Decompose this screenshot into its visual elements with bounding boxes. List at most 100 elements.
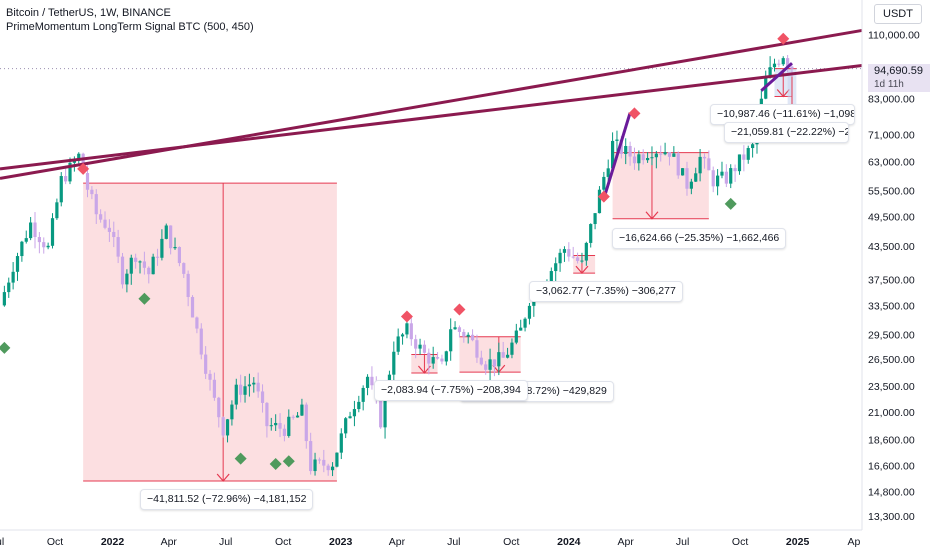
candle-body: [134, 257, 138, 262]
candle-body: [335, 452, 339, 467]
measure-box: [83, 183, 337, 481]
y-tick-label: 55,500.00: [868, 185, 915, 197]
sell-signal-diamond: [597, 190, 610, 203]
candle-body: [295, 415, 300, 418]
measurement-label: −2,083.94 (−7.75%) −208,394: [374, 379, 528, 401]
candle-body: [707, 158, 711, 171]
candle-body: [120, 256, 125, 285]
candle-body: [558, 252, 562, 264]
candle-body: [383, 392, 387, 428]
y-tick-label: 14,800.00: [868, 487, 915, 499]
candle-body: [567, 249, 571, 257]
measurement-label: −16,624.66 (−25.35%) −1,662,466: [612, 227, 787, 249]
momentum-line: [760, 62, 793, 92]
candle-body: [195, 317, 199, 329]
candle-body: [786, 58, 790, 67]
candle-body: [326, 465, 330, 471]
buy-signal-diamond: [138, 292, 151, 305]
candle-body: [348, 416, 352, 419]
current-price-value: 94,690.59: [874, 65, 923, 77]
candle-body: [217, 397, 221, 418]
sell-signal-diamond: [400, 310, 413, 323]
candle-body: [470, 334, 475, 341]
candle-body: [90, 189, 94, 195]
candle-body: [641, 154, 645, 161]
candle-body: [265, 402, 269, 427]
candle-body: [523, 318, 527, 328]
candles: [2, 55, 794, 477]
momentum-line: [602, 112, 632, 200]
candle-body: [317, 459, 322, 461]
candle-body: [606, 168, 610, 177]
candle-body: [405, 323, 409, 335]
candle-body: [29, 222, 33, 239]
measurement-boxes: [83, 68, 799, 482]
candle-body: [2, 292, 6, 306]
currency-button[interactable]: USDT: [874, 4, 922, 24]
candle-body: [46, 245, 50, 248]
candle-body: [190, 296, 195, 318]
measurement-label: −41,811.52 (−72.96%) −4,181,152: [140, 488, 314, 510]
candle-body: [414, 339, 418, 349]
buy-signal-diamond: [0, 341, 11, 354]
y-tick-label: 110,000.00: [868, 30, 920, 42]
candle-body: [589, 224, 593, 243]
candle-body: [142, 261, 146, 268]
candle-body: [309, 441, 313, 472]
candle-body: [667, 152, 672, 157]
candle-body: [519, 327, 523, 331]
candle-body: [243, 386, 247, 395]
candle-body: [282, 428, 287, 436]
y-tick-label: 23,500.00: [868, 381, 915, 393]
signal-markers: [0, 32, 790, 471]
symbol-title[interactable]: Bitcoin / TetherUS, 1W, BINANCE: [6, 7, 171, 19]
candle-body: [68, 162, 72, 182]
candle-body: [431, 357, 435, 364]
measurement-label: −21,059.81 (−22.22%) −2,10: [724, 121, 849, 143]
candle-body: [637, 154, 641, 164]
candle-body: [291, 416, 295, 418]
candle-body: [624, 146, 628, 154]
candle-body: [729, 168, 733, 184]
candle-body: [484, 364, 488, 370]
candle-body: [103, 219, 107, 228]
sell-signal-diamond: [777, 32, 790, 45]
candle-body: [602, 176, 606, 190]
candle-body: [580, 260, 584, 262]
candle-body: [20, 241, 24, 257]
buy-signal-diamond: [234, 452, 247, 465]
candle-body: [59, 176, 63, 203]
measure-arrow-head: [776, 89, 790, 98]
indicator-title[interactable]: PrimeMomentum LongTerm Signal BTC (500, …: [6, 21, 254, 33]
candle-body: [615, 139, 619, 141]
measure-arrow-head: [575, 265, 589, 275]
candle-body: [453, 327, 457, 330]
sell-signal-diamond: [453, 303, 466, 316]
buy-signal-diamond: [724, 197, 737, 210]
candle-body: [186, 273, 190, 297]
candle-body: [554, 263, 558, 272]
candle-body: [379, 398, 383, 428]
candle-body: [33, 222, 37, 238]
candle-body: [24, 238, 28, 242]
y-tick-label: 21,000.00: [868, 407, 915, 419]
candle-body: [147, 267, 151, 275]
candle-body: [138, 261, 142, 263]
candle-body: [510, 342, 514, 355]
candle-body: [177, 246, 182, 264]
candle-body: [575, 257, 580, 261]
candle-body: [427, 352, 431, 364]
y-tick-label: 33,500.00: [868, 300, 915, 312]
chart-legend: Bitcoin / TetherUS, 1W, BINANCE PrimeMom…: [6, 6, 254, 34]
candle-body: [440, 358, 444, 362]
candle-body: [466, 334, 470, 337]
candle-body: [392, 351, 396, 375]
candle-body: [151, 256, 155, 275]
candle-body: [37, 237, 41, 243]
candle-body: [125, 273, 129, 285]
candle-body: [488, 359, 492, 370]
candle-body: [252, 382, 256, 385]
x-tick-label: Apr: [618, 536, 635, 548]
candle-body: [619, 139, 623, 154]
